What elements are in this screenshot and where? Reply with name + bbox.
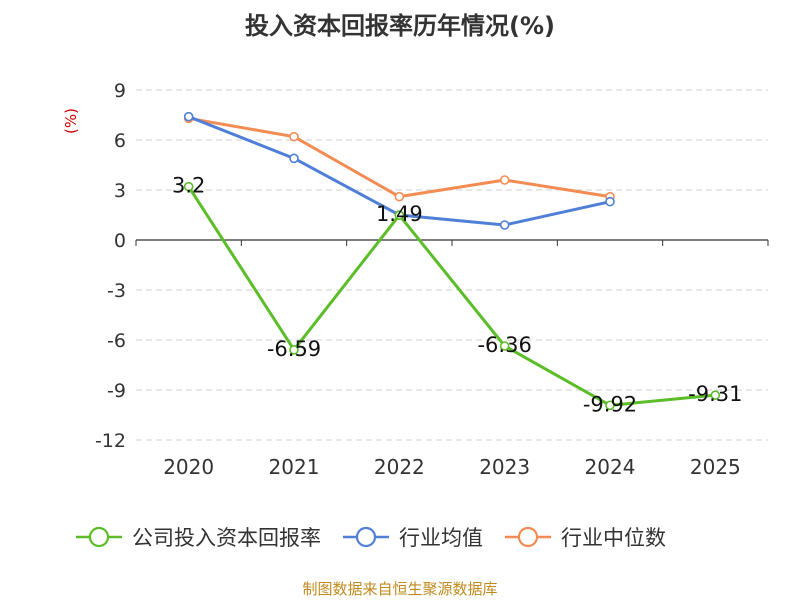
y-tick-label: -3 bbox=[107, 280, 126, 302]
data-point bbox=[289, 153, 299, 164]
legend-marker bbox=[88, 526, 110, 548]
x-tick-label: 2022 bbox=[374, 455, 425, 479]
legend-label: 行业中位数 bbox=[561, 526, 666, 550]
legend-marker bbox=[517, 526, 539, 548]
source-note: 制图数据来自恒生聚源数据库 bbox=[302, 580, 498, 598]
y-tick-label: 6 bbox=[114, 130, 126, 152]
data-point bbox=[183, 111, 194, 122]
y-tick-label: 9 bbox=[114, 80, 126, 102]
x-tick-label: 2024 bbox=[585, 455, 636, 479]
data-label: -6.59 bbox=[267, 337, 321, 361]
y-tick-label: -6 bbox=[107, 330, 126, 352]
y-tick-label: -12 bbox=[95, 430, 126, 452]
y-tick-label: 3 bbox=[114, 180, 126, 202]
data-label: -9.92 bbox=[583, 392, 637, 416]
data-point bbox=[499, 341, 510, 351]
data-label: 1.49 bbox=[376, 202, 423, 226]
x-tick-label: 2020 bbox=[163, 455, 214, 479]
legend-label: 公司投入资本回报率 bbox=[132, 526, 321, 550]
data-point bbox=[289, 345, 299, 355]
data-point bbox=[289, 131, 299, 142]
data-point bbox=[710, 390, 721, 400]
data-label: 3.2 bbox=[172, 174, 205, 198]
series-line-2 bbox=[188, 116, 611, 199]
legend-label: 行业均值 bbox=[399, 526, 483, 550]
data-label: -9.31 bbox=[688, 382, 742, 406]
y-tick-label: -9 bbox=[107, 380, 126, 402]
data-point bbox=[499, 220, 510, 230]
data-point bbox=[394, 210, 405, 220]
x-tick-label: 2021 bbox=[269, 455, 320, 479]
series-line-0 bbox=[187, 185, 716, 407]
data-point bbox=[394, 191, 405, 202]
legend-marker bbox=[355, 526, 377, 548]
chart-title: 投入资本回报率历年情况(%) bbox=[245, 12, 555, 40]
data-label: -6.36 bbox=[477, 333, 531, 357]
data-point bbox=[183, 181, 194, 192]
y-tick-label: 0 bbox=[114, 230, 126, 252]
x-tick-label: 2023 bbox=[479, 455, 530, 479]
data-point bbox=[605, 400, 615, 411]
x-tick-label: 2025 bbox=[690, 455, 741, 479]
data-point bbox=[605, 196, 615, 207]
data-point bbox=[499, 175, 510, 185]
